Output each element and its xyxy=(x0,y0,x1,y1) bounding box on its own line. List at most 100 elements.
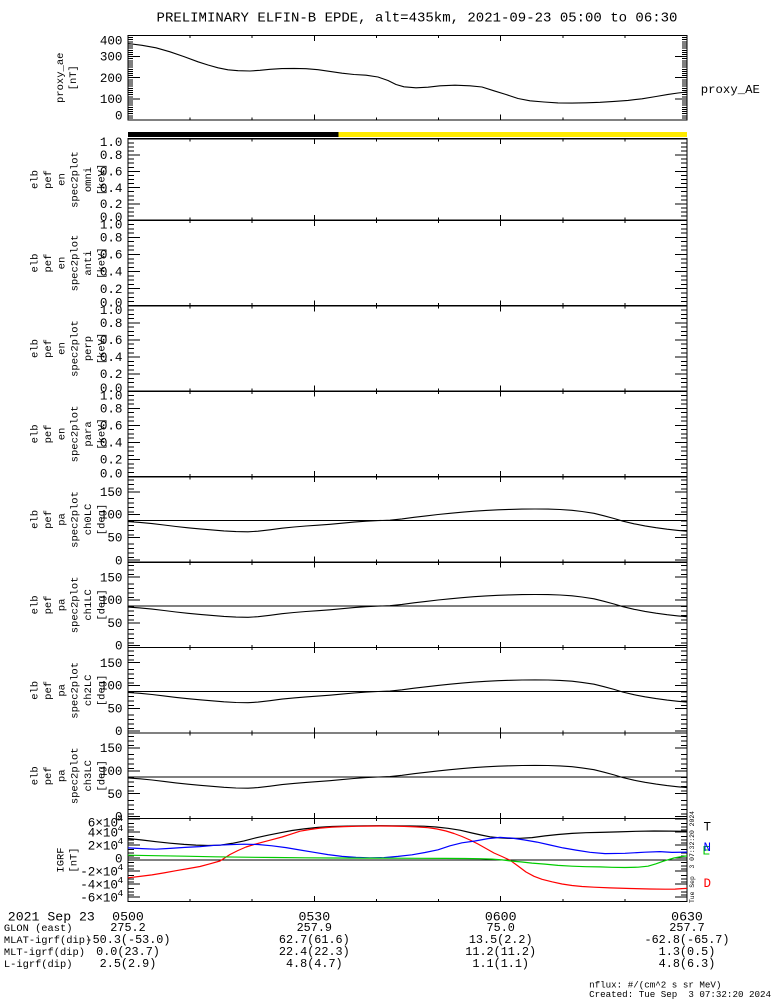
svg-text:0: 0 xyxy=(115,811,123,825)
svg-text:2×10: 2×10 xyxy=(88,839,118,853)
svg-text:4.8(4.7): 4.8(4.7) xyxy=(286,957,343,971)
svg-text:L-igrf(dip): L-igrf(dip) xyxy=(4,959,73,971)
svg-text:[keV]: [keV] xyxy=(97,333,109,365)
svg-text:spec2plot: spec2plot xyxy=(70,577,82,634)
svg-text:[nT]: [nT] xyxy=(69,847,81,872)
svg-text:4: 4 xyxy=(118,862,124,873)
svg-text:ch3LC: ch3LC xyxy=(83,760,95,792)
svg-text:100: 100 xyxy=(100,765,123,779)
svg-text:elb: elb xyxy=(30,424,42,443)
svg-text:150: 150 xyxy=(100,742,123,756)
svg-text:4: 4 xyxy=(118,823,124,834)
svg-text:ch0LC: ch0LC xyxy=(83,504,95,536)
svg-text:0630: 0630 xyxy=(671,910,703,925)
svg-text:-50.3(-53.0): -50.3(-53.0) xyxy=(86,933,171,947)
svg-text:ch2LC: ch2LC xyxy=(83,675,95,707)
svg-text:[nT]: [nT] xyxy=(68,65,80,90)
svg-text:IGRF: IGRF xyxy=(56,847,68,872)
svg-text:-62.8(-65.7): -62.8(-65.7) xyxy=(645,933,730,947)
svg-text:[deg]: [deg] xyxy=(97,589,109,621)
svg-text:100: 100 xyxy=(100,509,123,523)
svg-text:1.1(1.1): 1.1(1.1) xyxy=(472,957,529,971)
svg-text:13.5(2.2): 13.5(2.2) xyxy=(469,933,533,947)
svg-text:4: 4 xyxy=(118,875,124,886)
svg-text:pa: pa xyxy=(56,769,68,782)
svg-text:6×10: 6×10 xyxy=(88,816,118,830)
svg-text:150: 150 xyxy=(100,571,123,585)
svg-text:22.4(22.3): 22.4(22.3) xyxy=(279,945,350,959)
svg-text:0.4: 0.4 xyxy=(100,182,123,196)
svg-text:0.2: 0.2 xyxy=(100,283,123,297)
svg-text:0.0: 0.0 xyxy=(100,297,123,311)
svg-text:Created: Tue Sep 3 07:32:20 2: Created: Tue Sep 3 07:32:20 2024 xyxy=(589,989,771,1000)
svg-text:-6×10: -6×10 xyxy=(80,891,118,905)
svg-text:elb: elb xyxy=(30,595,42,614)
svg-text:pa: pa xyxy=(56,599,68,612)
svg-text:4.8(6.3): 4.8(6.3) xyxy=(659,957,716,971)
svg-text:D: D xyxy=(704,877,712,891)
svg-text:proxy_AE: proxy_AE xyxy=(701,83,760,97)
svg-text:elb: elb xyxy=(30,681,42,700)
svg-text:0.0: 0.0 xyxy=(100,382,123,396)
svg-text:[deg]: [deg] xyxy=(97,504,109,536)
svg-text:perp: perp xyxy=(83,336,95,361)
svg-text:nflux: #/(cm^2 s sr MeV): nflux: #/(cm^2 s sr MeV) xyxy=(589,979,721,990)
svg-text:1.0: 1.0 xyxy=(100,304,123,318)
svg-text:0.8: 0.8 xyxy=(100,149,123,163)
svg-text:150: 150 xyxy=(100,486,123,500)
svg-text:MLT-igrf(dip): MLT-igrf(dip) xyxy=(4,947,85,959)
svg-text:0: 0 xyxy=(115,554,123,568)
svg-text:[keV]: [keV] xyxy=(97,418,109,450)
svg-text:0.8: 0.8 xyxy=(100,232,123,246)
svg-text:0.0: 0.0 xyxy=(100,468,123,482)
svg-text:-4×10: -4×10 xyxy=(80,878,118,892)
svg-text:257.7: 257.7 xyxy=(669,921,704,935)
svg-text:0.4: 0.4 xyxy=(100,351,123,365)
svg-text:[deg]: [deg] xyxy=(97,675,109,707)
svg-text:pa: pa xyxy=(56,513,68,526)
svg-text:100: 100 xyxy=(100,680,123,694)
svg-text:MLAT-igrf(dip): MLAT-igrf(dip) xyxy=(4,935,91,947)
svg-text:para: para xyxy=(83,421,95,446)
svg-text:0: 0 xyxy=(115,852,123,866)
svg-text:0: 0 xyxy=(115,110,123,124)
svg-text:E: E xyxy=(703,845,711,859)
svg-text:elb: elb xyxy=(30,766,42,785)
svg-text:pa: pa xyxy=(56,684,68,697)
svg-text:en: en xyxy=(56,257,68,270)
svg-text:proxy_ae: proxy_ae xyxy=(55,53,67,103)
svg-text:4: 4 xyxy=(118,888,124,899)
svg-text:2021 Sep 23: 2021 Sep 23 xyxy=(8,910,95,925)
svg-text:pef: pef xyxy=(43,424,55,443)
svg-text:0.6: 0.6 xyxy=(100,249,123,263)
svg-text:0.6: 0.6 xyxy=(100,165,123,179)
svg-text:11.2(11.2): 11.2(11.2) xyxy=(465,945,536,959)
svg-text:4×10: 4×10 xyxy=(88,826,118,840)
svg-text:spec2plot: spec2plot xyxy=(70,491,82,548)
svg-text:pef: pef xyxy=(43,766,55,785)
svg-text:0.0(23.7): 0.0(23.7) xyxy=(96,945,160,959)
svg-text:-2×10: -2×10 xyxy=(80,865,118,879)
svg-text:1.0: 1.0 xyxy=(100,136,123,150)
svg-text:200: 200 xyxy=(100,72,123,86)
svg-text:[deg]: [deg] xyxy=(97,760,109,792)
svg-text:300: 300 xyxy=(100,51,123,65)
svg-text:spec2plot: spec2plot xyxy=(70,406,82,463)
svg-text:50: 50 xyxy=(107,788,122,802)
svg-text:en: en xyxy=(56,428,68,441)
svg-text:elb: elb xyxy=(30,254,42,273)
svg-text:pef: pef xyxy=(43,510,55,529)
svg-text:1.3(0.5): 1.3(0.5) xyxy=(659,945,716,959)
svg-text:400: 400 xyxy=(100,34,123,48)
svg-text:0.6: 0.6 xyxy=(100,334,123,348)
svg-text:0.4: 0.4 xyxy=(100,266,123,280)
svg-text:elb: elb xyxy=(30,339,42,358)
svg-text:elb: elb xyxy=(30,170,42,189)
svg-text:1.0: 1.0 xyxy=(100,390,123,404)
svg-text:50: 50 xyxy=(107,702,122,716)
svg-text:en: en xyxy=(56,342,68,355)
svg-text:omni: omni xyxy=(83,167,95,192)
svg-text:0.4: 0.4 xyxy=(100,437,123,451)
svg-text:pef: pef xyxy=(43,681,55,700)
svg-text:0.8: 0.8 xyxy=(100,317,123,331)
